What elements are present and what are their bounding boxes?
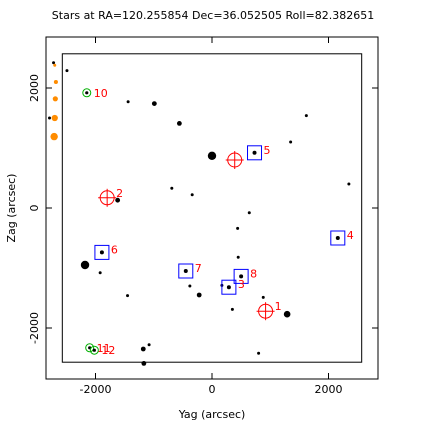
bad-marker: [52, 96, 58, 102]
guide-box: [247, 145, 263, 161]
star-marker: [188, 284, 192, 288]
x-axis-label: Yag (arcsec): [178, 408, 246, 421]
chart-title: Stars at RA=120.255854 Dec=36.052505 Rol…: [52, 9, 374, 22]
guide-box: [221, 279, 237, 295]
guide-star-dot: [239, 274, 244, 279]
guide-label: 5: [264, 144, 271, 157]
guide-star-dot: [99, 250, 104, 255]
fid-circle: [89, 345, 99, 355]
guide-box: [330, 230, 346, 246]
star-marker: [176, 121, 182, 126]
acq-label: 1: [275, 300, 282, 313]
guide-star-markers: 5 4 6 7 83: [94, 144, 354, 295]
star-marker: [230, 307, 234, 311]
star-marker: [257, 351, 261, 355]
star-marker: [140, 346, 146, 352]
star-marker: [126, 100, 130, 104]
star-marker: [98, 271, 102, 275]
fid-circle: [82, 88, 92, 98]
guide-label: 4: [347, 229, 354, 242]
guide-box: [94, 244, 110, 260]
bad-marker: [51, 114, 58, 122]
y-axis-ticks: -2000 0 2000: [28, 74, 378, 344]
star-markers: [47, 61, 351, 366]
x-tick-label: 0: [209, 383, 216, 396]
star-marker: [236, 255, 240, 259]
star-marker: [147, 343, 151, 347]
acq-star-markers: 21: [98, 151, 282, 321]
field-of-view-box: [61, 53, 363, 363]
fid-dot: [92, 348, 96, 352]
star-marker: [52, 61, 56, 65]
y-tick-label: 0: [28, 205, 41, 212]
bad-marker: [50, 132, 58, 141]
guide-star-dot: [335, 236, 340, 240]
fid-circle: [85, 343, 95, 353]
fid-label: 11: [97, 342, 111, 355]
guide-label: 3: [238, 278, 245, 291]
star-marker: [141, 361, 147, 366]
guide-box: [178, 263, 194, 279]
guide-box: [233, 268, 249, 284]
fid-dot: [85, 91, 89, 95]
bad-marker: [53, 79, 58, 85]
star-marker: [247, 211, 251, 215]
star-marker: [283, 310, 291, 318]
x-tick-label: 2000: [314, 383, 342, 396]
star-marker: [80, 260, 90, 270]
bad-marker: [53, 63, 57, 67]
fid-label: 10: [94, 87, 108, 100]
star-marker: [261, 295, 265, 299]
star-marker: [236, 226, 240, 230]
star-marker: [289, 140, 293, 144]
star-marker: [170, 186, 174, 190]
acq-label: 2: [116, 187, 123, 200]
star-marker: [65, 69, 69, 73]
guide-label: 6: [111, 243, 118, 256]
star-marker: [196, 292, 202, 298]
x-axis-ticks: -2000 0 2000: [80, 37, 342, 396]
guide-star-dot: [226, 285, 231, 290]
y-tick-label: 2000: [28, 74, 41, 102]
guide-label: 8: [250, 267, 257, 280]
guide-star-dot: [252, 150, 257, 155]
guide-star-dot: [183, 269, 188, 273]
bad-region-markers: [50, 63, 58, 141]
star-marker: [190, 193, 194, 197]
y-axis-label: Zag (arcsec): [5, 174, 18, 243]
fid-label: 12: [101, 344, 115, 357]
star-marker: [151, 101, 157, 106]
star-marker: [47, 116, 51, 120]
star-marker: [115, 197, 121, 203]
x-tick-label: -2000: [80, 383, 112, 396]
star-marker: [304, 114, 308, 118]
y-tick-label: -2000: [28, 312, 41, 344]
star-marker: [347, 182, 351, 186]
star-marker: [207, 151, 217, 160]
star-marker: [126, 294, 130, 298]
guide-label: 7: [195, 262, 202, 275]
